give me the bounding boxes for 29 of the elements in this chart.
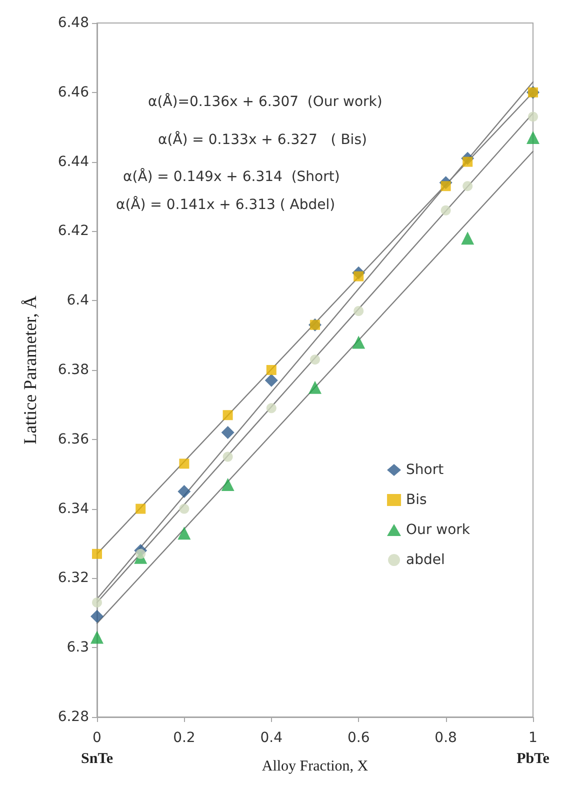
text: SnTe [81,751,114,767]
y-tick-label: 6.28 [58,709,89,725]
y-tick-label: 6.38 [58,362,89,378]
legend-label: Bis [406,492,427,508]
x-tick-label: 0.8 [434,730,457,746]
text: PbTe [516,751,550,767]
x-tick-label: 0.6 [347,730,370,746]
y-tick-label: 6.48 [58,15,89,31]
y-tick-label: 6.34 [58,500,90,517]
legend-label: Short [406,462,444,478]
x-tick-label: 0 [92,730,102,746]
x-tick-label: 0.4 [260,730,283,746]
annotation: α(Å) = 0.141x + 6.313 ( Abdel) [116,196,336,213]
y-tick-label: 6.46 [58,84,90,100]
y-tick-label: 6.4 [66,292,90,309]
annotation: α(Å)=0.136x + 6.307 (Our work) [148,93,382,110]
x-tick-label: 0.2 [173,730,196,746]
legend-label: Our work [406,522,471,538]
y-tick-label: 6.36 [58,431,90,448]
legend-label: abdel [406,552,445,568]
x-axis-title: Alloy Fraction, X [262,758,368,774]
y-axis-title: Lattice Parameter, Å [20,296,40,444]
y-tick-label: 6.42 [58,223,89,240]
y-tick-label: 6.3 [66,640,89,656]
y-tick-label: 6.44 [58,154,90,170]
annotation: α(Å) = 0.149x + 6.314 (Short) [123,168,340,185]
x-tick-label: 1 [528,730,538,746]
y-tick-label: 6.32 [58,570,89,586]
annotation: α(Å) = 0.133x + 6.327 ( Bis) [158,131,367,148]
